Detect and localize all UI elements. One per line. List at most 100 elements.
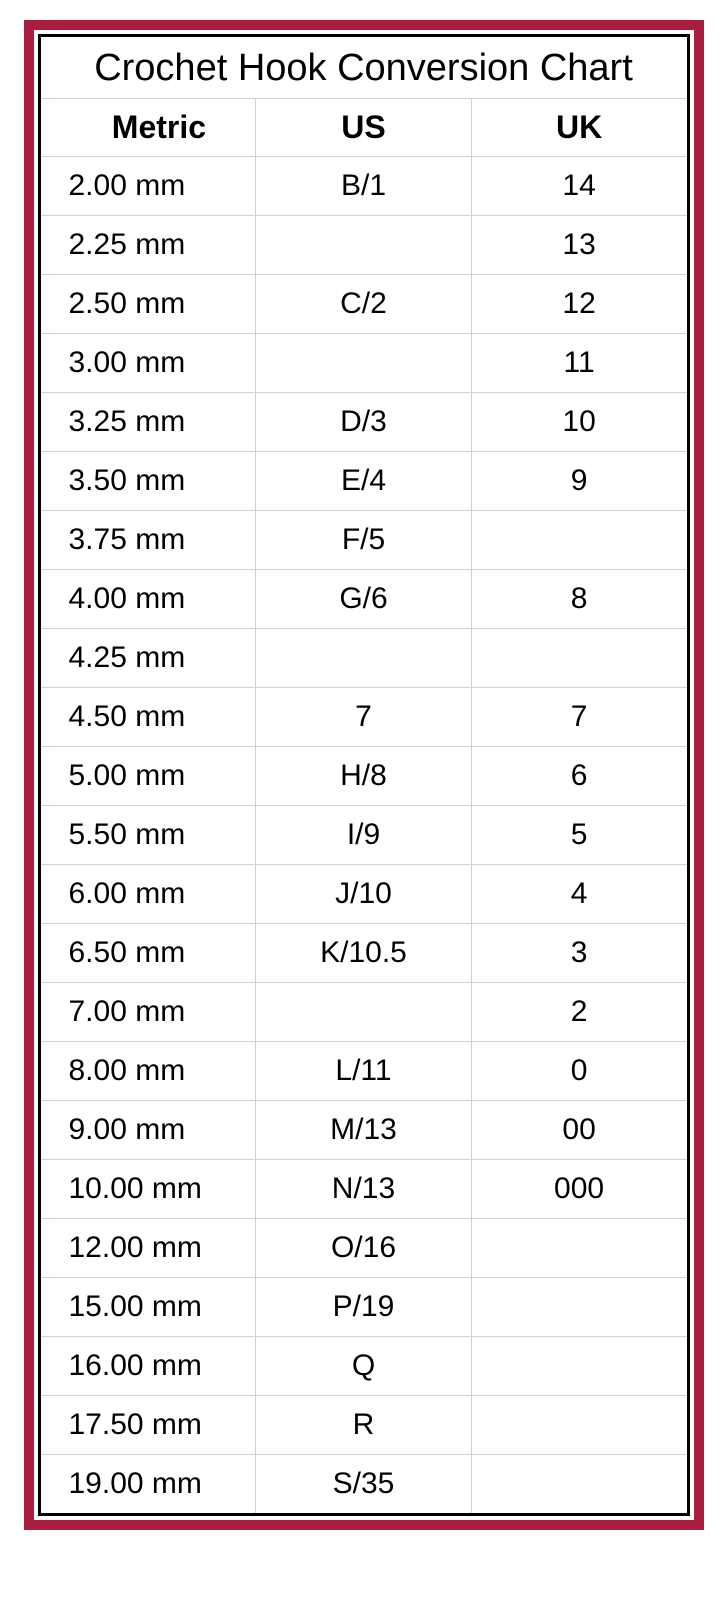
cell-metric: 2.00 mm bbox=[41, 157, 256, 216]
cell-metric: 6.50 mm bbox=[41, 924, 256, 983]
table-row: 9.00 mmM/1300 bbox=[41, 1101, 687, 1160]
table-row: 8.00 mmL/110 bbox=[41, 1042, 687, 1101]
cell-uk: 13 bbox=[471, 216, 686, 275]
cell-us: E/4 bbox=[256, 452, 471, 511]
cell-metric: 4.00 mm bbox=[41, 570, 256, 629]
cell-us: O/16 bbox=[256, 1219, 471, 1278]
table-row: 4.00 mmG/68 bbox=[41, 570, 687, 629]
cell-metric: 10.00 mm bbox=[41, 1160, 256, 1219]
cell-uk: 4 bbox=[471, 865, 686, 924]
cell-us: N/13 bbox=[256, 1160, 471, 1219]
table-row: 19.00 mmS/35 bbox=[41, 1455, 687, 1514]
cell-metric: 16.00 mm bbox=[41, 1337, 256, 1396]
cell-metric: 12.00 mm bbox=[41, 1219, 256, 1278]
table-title: Crochet Hook Conversion Chart bbox=[41, 37, 687, 99]
table-row: 3.00 mm 11 bbox=[41, 334, 687, 393]
table-row: 6.00 mmJ/104 bbox=[41, 865, 687, 924]
cell-metric: 17.50 mm bbox=[41, 1396, 256, 1455]
cell-uk bbox=[471, 1455, 686, 1514]
cell-uk bbox=[471, 1278, 686, 1337]
cell-uk: 3 bbox=[471, 924, 686, 983]
cell-uk bbox=[471, 511, 686, 570]
table-row: 4.50 mm77 bbox=[41, 688, 687, 747]
table-row: 3.75 mmF/5 bbox=[41, 511, 687, 570]
cell-us: M/13 bbox=[256, 1101, 471, 1160]
cell-metric: 2.25 mm bbox=[41, 216, 256, 275]
cell-uk bbox=[471, 629, 686, 688]
cell-us: G/6 bbox=[256, 570, 471, 629]
cell-us bbox=[256, 629, 471, 688]
cell-uk: 9 bbox=[471, 452, 686, 511]
cell-uk: 6 bbox=[471, 747, 686, 806]
cell-us: R bbox=[256, 1396, 471, 1455]
table-body: 2.00 mmB/1142.25 mm132.50 mmC/2123.00 mm… bbox=[41, 157, 687, 1514]
table-row: 3.50 mmE/49 bbox=[41, 452, 687, 511]
cell-us: I/9 bbox=[256, 806, 471, 865]
cell-us: D/3 bbox=[256, 393, 471, 452]
cell-metric: 9.00 mm bbox=[41, 1101, 256, 1160]
cell-uk: 12 bbox=[471, 275, 686, 334]
table-row: 4.25 mm bbox=[41, 629, 687, 688]
table-row: 2.25 mm 13 bbox=[41, 216, 687, 275]
table-row: 2.00 mmB/114 bbox=[41, 157, 687, 216]
cell-metric: 3.75 mm bbox=[41, 511, 256, 570]
cell-uk bbox=[471, 1337, 686, 1396]
table-row: 16.00 mmQ bbox=[41, 1337, 687, 1396]
conversion-table: Crochet Hook Conversion Chart Metric US … bbox=[41, 37, 687, 1513]
cell-metric: 6.00 mm bbox=[41, 865, 256, 924]
cell-us: F/5 bbox=[256, 511, 471, 570]
cell-us: K/10.5 bbox=[256, 924, 471, 983]
cell-uk bbox=[471, 1219, 686, 1278]
cell-uk: 8 bbox=[471, 570, 686, 629]
cell-us: P/19 bbox=[256, 1278, 471, 1337]
header-uk: UK bbox=[471, 99, 686, 157]
cell-us: S/35 bbox=[256, 1455, 471, 1514]
cell-metric: 3.50 mm bbox=[41, 452, 256, 511]
cell-us bbox=[256, 216, 471, 275]
table-row: 3.25 mmD/310 bbox=[41, 393, 687, 452]
cell-metric: 8.00 mm bbox=[41, 1042, 256, 1101]
cell-us: B/1 bbox=[256, 157, 471, 216]
cell-metric: 15.00 mm bbox=[41, 1278, 256, 1337]
cell-metric: 2.50 mm bbox=[41, 275, 256, 334]
table-row: 12.00 mmO/16 bbox=[41, 1219, 687, 1278]
cell-uk: 7 bbox=[471, 688, 686, 747]
cell-us: C/2 bbox=[256, 275, 471, 334]
cell-us: H/8 bbox=[256, 747, 471, 806]
cell-metric: 5.50 mm bbox=[41, 806, 256, 865]
table-row: 6.50 mmK/10.53 bbox=[41, 924, 687, 983]
cell-metric: 4.25 mm bbox=[41, 629, 256, 688]
cell-metric: 7.00 mm bbox=[41, 983, 256, 1042]
table-row: 10.00 mmN/13000 bbox=[41, 1160, 687, 1219]
table-row: 17.50 mmR bbox=[41, 1396, 687, 1455]
cell-uk: 10 bbox=[471, 393, 686, 452]
header-metric: Metric bbox=[41, 99, 256, 157]
cell-us: Q bbox=[256, 1337, 471, 1396]
cell-us: 7 bbox=[256, 688, 471, 747]
cell-uk: 14 bbox=[471, 157, 686, 216]
cell-metric: 5.00 mm bbox=[41, 747, 256, 806]
cell-uk: 00 bbox=[471, 1101, 686, 1160]
header-us: US bbox=[256, 99, 471, 157]
outer-frame: Crochet Hook Conversion Chart Metric US … bbox=[24, 20, 704, 1530]
cell-uk: 11 bbox=[471, 334, 686, 393]
cell-us: L/11 bbox=[256, 1042, 471, 1101]
cell-uk bbox=[471, 1396, 686, 1455]
cell-us: J/10 bbox=[256, 865, 471, 924]
cell-us bbox=[256, 983, 471, 1042]
table-row: 15.00 mmP/19 bbox=[41, 1278, 687, 1337]
cell-metric: 3.00 mm bbox=[41, 334, 256, 393]
cell-uk: 000 bbox=[471, 1160, 686, 1219]
table-row: 7.00 mm 2 bbox=[41, 983, 687, 1042]
table-row: 2.50 mmC/212 bbox=[41, 275, 687, 334]
inner-frame: Crochet Hook Conversion Chart Metric US … bbox=[38, 34, 690, 1516]
cell-metric: 4.50 mm bbox=[41, 688, 256, 747]
cell-us bbox=[256, 334, 471, 393]
cell-uk: 5 bbox=[471, 806, 686, 865]
title-row: Crochet Hook Conversion Chart bbox=[41, 37, 687, 99]
table-row: 5.50 mmI/95 bbox=[41, 806, 687, 865]
cell-uk: 0 bbox=[471, 1042, 686, 1101]
cell-uk: 2 bbox=[471, 983, 686, 1042]
cell-metric: 3.25 mm bbox=[41, 393, 256, 452]
header-row: Metric US UK bbox=[41, 99, 687, 157]
